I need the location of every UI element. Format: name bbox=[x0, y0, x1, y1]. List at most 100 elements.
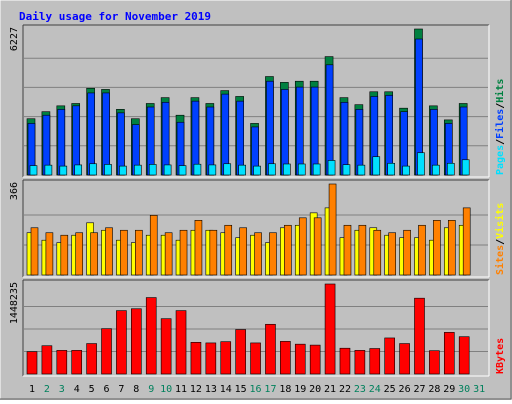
x-tick-label: 27 bbox=[413, 384, 425, 395]
bar-kbytes bbox=[429, 350, 440, 375]
bar-pages bbox=[193, 163, 202, 176]
bar-kbytes bbox=[235, 329, 246, 375]
bar-sites bbox=[164, 232, 173, 276]
side-legend-pages: Pages bbox=[495, 145, 506, 175]
bar-kbytes bbox=[250, 342, 261, 375]
bar-kbytes bbox=[294, 343, 306, 375]
side-legend: Sites/Visits bbox=[494, 203, 506, 275]
y-max-label: 1448235 bbox=[9, 282, 20, 324]
bar-pages bbox=[402, 165, 410, 176]
x-tick-label: 11 bbox=[175, 384, 187, 395]
x-tick-label: 21 bbox=[324, 384, 336, 395]
bar-pages bbox=[297, 163, 306, 176]
bar-kbytes bbox=[101, 328, 112, 375]
bar-kbytes bbox=[56, 350, 68, 375]
bar-sites bbox=[269, 232, 277, 276]
x-tick-label: 2 bbox=[44, 384, 50, 395]
x-tick-label: 10 bbox=[160, 384, 172, 395]
bar-pages bbox=[253, 165, 261, 176]
bar-kbytes bbox=[26, 351, 38, 375]
bar-sites bbox=[284, 224, 292, 276]
x-tick-label: 25 bbox=[384, 384, 396, 395]
y-max-label: 6227 bbox=[9, 27, 20, 51]
bar-sites bbox=[90, 232, 98, 276]
bar-kbytes bbox=[443, 332, 455, 375]
bar-kbytes bbox=[145, 297, 157, 375]
bar-pages bbox=[44, 164, 53, 176]
x-tick-label: 22 bbox=[339, 384, 351, 395]
bar-pages bbox=[312, 163, 321, 176]
bar-kbytes bbox=[71, 350, 83, 375]
bar-pages bbox=[74, 164, 83, 176]
x-tick-label: 4 bbox=[74, 384, 80, 395]
x-tick-label: 3 bbox=[59, 384, 65, 395]
x-tick-label: 31 bbox=[473, 384, 485, 395]
bar-files bbox=[236, 100, 244, 176]
bar-sites bbox=[358, 224, 367, 276]
x-tick-label: 12 bbox=[190, 384, 202, 395]
bar-kbytes bbox=[414, 297, 425, 375]
side-legend-visits: Visits bbox=[494, 203, 506, 239]
bar-pages bbox=[29, 165, 38, 176]
bar-files bbox=[340, 102, 349, 176]
x-tick-label: 5 bbox=[89, 384, 95, 395]
x-tick-label: 26 bbox=[399, 384, 411, 395]
side-legend-separator: / bbox=[495, 239, 506, 245]
side-legend-text: Sites/Visits bbox=[494, 203, 506, 275]
bar-sites bbox=[418, 224, 426, 276]
bar-pages bbox=[119, 165, 127, 176]
bar-pages bbox=[268, 163, 276, 176]
bar-files bbox=[117, 112, 125, 176]
x-tick-label: 30 bbox=[458, 384, 470, 395]
side-legend-sites: Sites bbox=[494, 245, 506, 275]
bar-kbytes bbox=[131, 308, 142, 375]
side-legend: KBytes bbox=[495, 338, 506, 374]
bar-pages bbox=[372, 156, 381, 176]
bar-files bbox=[400, 111, 408, 176]
bar-sites bbox=[343, 224, 352, 276]
bar-files bbox=[295, 86, 304, 176]
bar-sites bbox=[328, 183, 337, 276]
bar-kbytes bbox=[116, 310, 127, 375]
bar-sites bbox=[462, 207, 471, 276]
side-legend: Pages/Files/Hits bbox=[494, 79, 506, 175]
x-tick-label: 16 bbox=[250, 384, 262, 395]
side-legend-kbytes: KBytes bbox=[495, 338, 506, 374]
bar-sites bbox=[433, 220, 441, 276]
bar-kbytes bbox=[309, 344, 321, 375]
bar-pages bbox=[208, 164, 217, 176]
bar-files bbox=[266, 80, 274, 176]
bar-sites bbox=[149, 215, 158, 276]
bar-kbytes bbox=[160, 318, 172, 375]
x-tick-label: 18 bbox=[279, 384, 291, 395]
bar-sites bbox=[60, 234, 69, 276]
bar-sites bbox=[313, 217, 322, 276]
x-tick-label: 24 bbox=[369, 384, 381, 395]
bar-files bbox=[161, 102, 170, 176]
bar-files bbox=[102, 92, 110, 176]
bar-sites bbox=[254, 232, 262, 276]
bar-kbytes bbox=[458, 336, 470, 375]
side-legend-text: KBytes bbox=[495, 338, 506, 374]
bar-pages bbox=[89, 163, 97, 176]
bar-kbytes bbox=[399, 343, 410, 375]
x-tick-label: 19 bbox=[294, 384, 306, 395]
bar-sites bbox=[30, 227, 39, 276]
bar-sites bbox=[239, 227, 247, 276]
bar-sites bbox=[224, 224, 233, 276]
bar-kbytes bbox=[220, 341, 232, 375]
x-tick-label: 13 bbox=[205, 384, 217, 395]
bar-pages bbox=[357, 164, 366, 176]
x-tick-label: 6 bbox=[104, 384, 110, 395]
panel-visits-sites: 366 Sites/Visits bbox=[9, 179, 506, 278]
bar-sites bbox=[75, 232, 84, 276]
bar-pages bbox=[461, 159, 470, 176]
bar-pages bbox=[342, 164, 351, 176]
bar-pages bbox=[432, 164, 440, 176]
bar-kbytes bbox=[354, 350, 366, 375]
x-tick-label: 14 bbox=[220, 384, 232, 395]
bar-sites bbox=[403, 229, 411, 276]
bar-sites bbox=[179, 229, 188, 276]
